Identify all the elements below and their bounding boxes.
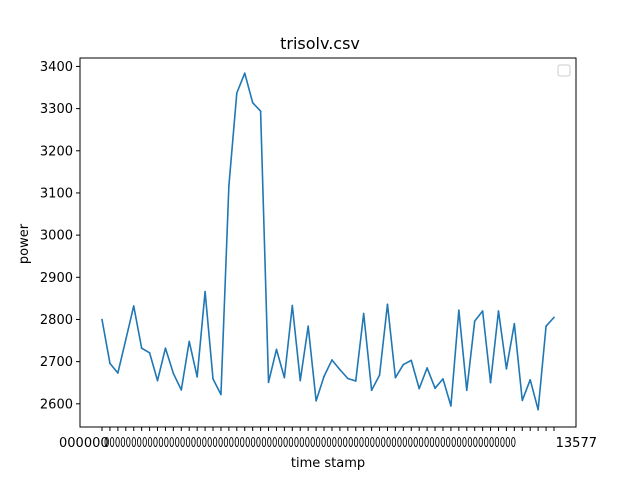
data-point [347,377,349,380]
data-point [489,381,492,384]
data-point [418,387,420,390]
data-point [354,380,357,382]
x-tick-label-first: 000000 [59,436,109,451]
data-point [212,378,214,380]
data-point [521,399,524,402]
data-point [117,372,119,374]
y-tick-label: 3100 [40,186,73,201]
data-point [394,376,397,379]
data-point [291,304,294,307]
data-point [196,376,198,378]
data-point [109,362,111,365]
data-point [243,72,246,74]
data-point [553,316,555,319]
legend [557,64,571,77]
data-point [299,379,302,382]
y-tick-label: 2700 [40,355,73,370]
data-point [402,363,405,366]
x-tick-label-last: 13577 [556,436,597,451]
data-point [259,110,262,112]
data-point [386,303,389,306]
series-layer [101,72,555,411]
data-point [124,338,127,341]
data-point [220,393,222,396]
data-point [442,378,444,380]
legend-box [557,64,571,77]
data-point [315,400,317,402]
data-point [370,389,373,392]
data-point [267,381,270,384]
data-point [156,379,159,382]
data-point [331,359,333,361]
y-tick-label: 2600 [40,397,73,412]
data-point [204,290,206,293]
data-point [505,368,508,370]
data-point [465,389,468,392]
y-tick-label: 3200 [40,144,73,159]
data-point [140,347,143,349]
plot-frame [79,57,577,428]
data-point [473,320,476,322]
data-point [188,340,191,343]
data-point [307,325,309,328]
data-point [180,389,183,391]
data-point [101,318,103,321]
data-point [323,375,325,378]
y-axis-label: power [17,223,32,264]
data-point [450,405,452,407]
data-point [283,376,286,379]
y-tick-label: 3400 [40,60,73,75]
x-tick-label-overlap: 0000000000000000000000000000000000000000… [104,436,516,451]
series-line [101,72,555,411]
data-point [339,368,341,371]
y-tick-label: 3000 [40,229,73,244]
data-point [228,184,230,187]
x-axis-ticks: 0000000000000000000000000000000000000000… [59,427,597,451]
y-tick-label: 2900 [40,271,73,286]
data-point [497,310,500,312]
data-point [529,378,532,381]
plot-area [80,58,576,427]
chart-title: trisolv.csv [280,34,360,53]
data-point [132,305,135,307]
data-point [172,372,175,375]
data-point [426,367,428,369]
y-axis-ticks: 2600 2700 2800 2900 3000 3100 3200 3300 3400 [40,60,80,412]
data-point [164,347,167,349]
data-point [481,310,484,312]
data-point [251,101,254,104]
data-point [537,408,539,411]
data-point [148,351,151,354]
data-point [275,348,278,351]
data-point [545,325,547,328]
data-point [236,92,238,94]
data-point [434,387,436,390]
y-tick-label: 2800 [40,313,73,328]
x-axis-label: time stamp [291,456,365,471]
data-point [362,312,365,315]
data-point [378,374,381,376]
data-point [458,309,460,311]
data-point [410,359,413,362]
y-tick-label: 3300 [40,102,73,117]
data-point [513,322,516,325]
